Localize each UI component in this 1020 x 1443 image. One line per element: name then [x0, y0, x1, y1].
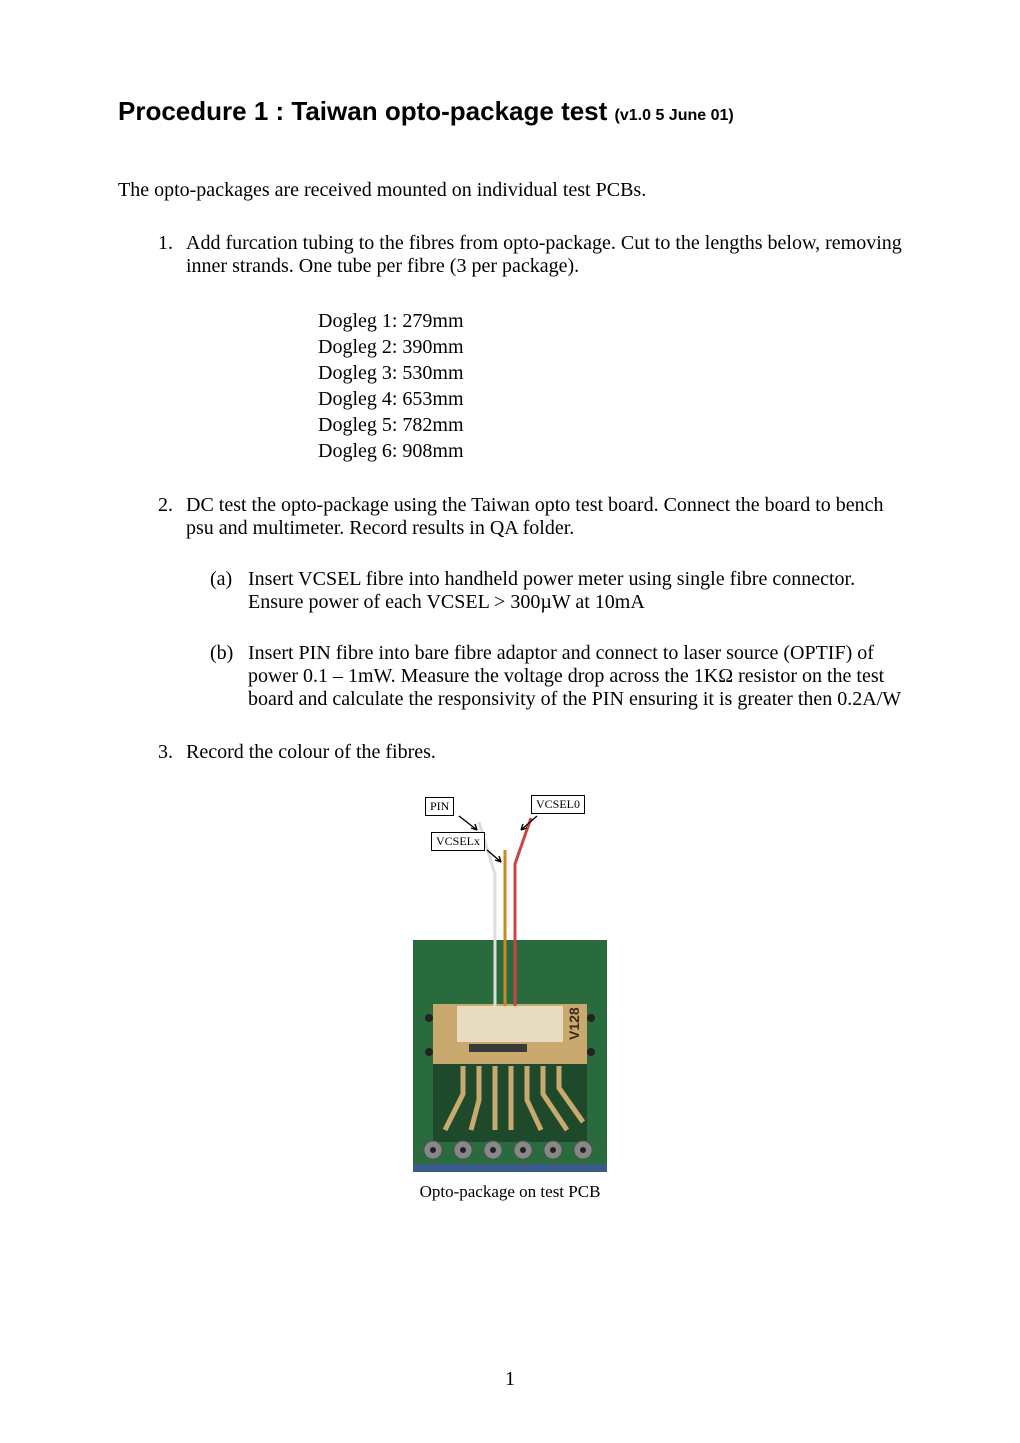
dogleg-2: Dogleg 2: 390mm — [318, 334, 902, 360]
step-3: Record the colour of the fibres. — [158, 741, 902, 764]
intro-text: The opto-packages are received mounted o… — [118, 179, 902, 202]
label-pin: PIN — [425, 797, 454, 816]
dogleg-5: Dogleg 5: 782mm — [318, 412, 902, 438]
step-2a: (a) Insert VCSEL fibre into handheld pow… — [210, 568, 902, 614]
opto-package-figure: PIN VCSEL0 VCSELx — [401, 794, 619, 1174]
sub-b-marker: (b) — [210, 642, 233, 665]
title-sub: (v1.0 5 June 01) — [615, 107, 734, 124]
step-2-sublist: (a) Insert VCSEL fibre into handheld pow… — [186, 568, 902, 711]
dogleg-1: Dogleg 1: 279mm — [318, 308, 902, 334]
step-2b-text: Insert PIN fibre into bare fibre adaptor… — [248, 642, 901, 710]
page-number: 1 — [0, 1368, 1020, 1391]
procedure-list: Add furcation tubing to the fibres from … — [118, 232, 902, 764]
step-1: Add furcation tubing to the fibres from … — [158, 232, 902, 464]
label-vcselx: VCSELx — [431, 832, 485, 851]
dogleg-list: Dogleg 1: 279mm Dogleg 2: 390mm Dogleg 3… — [318, 308, 902, 464]
dogleg-4: Dogleg 4: 653mm — [318, 386, 902, 412]
figure-caption: Opto-package on test PCB — [118, 1182, 902, 1202]
step-1-text: Add furcation tubing to the fibres from … — [186, 232, 902, 277]
step-3-text: Record the colour of the fibres. — [186, 741, 436, 763]
step-2a-text: Insert VCSEL fibre into handheld power m… — [248, 568, 855, 613]
label-vcsel0: VCSEL0 — [531, 795, 585, 814]
figure-container: PIN VCSEL0 VCSELx — [118, 794, 902, 1202]
step-2-text: DC test the opto-package using the Taiwa… — [186, 494, 884, 539]
step-2: DC test the opto-package using the Taiwa… — [158, 494, 902, 711]
title-main: Procedure 1 : Taiwan opto-package test — [118, 96, 607, 126]
dogleg-6: Dogleg 6: 908mm — [318, 438, 902, 464]
sub-a-marker: (a) — [210, 568, 232, 591]
step-2b: (b) Insert PIN fibre into bare fibre ada… — [210, 642, 902, 711]
dogleg-3: Dogleg 3: 530mm — [318, 360, 902, 386]
pcb-illustration: V128 — [401, 794, 619, 1174]
svg-text:V128: V128 — [566, 1007, 582, 1040]
page-title: Procedure 1 : Taiwan opto-package test (… — [118, 96, 902, 127]
